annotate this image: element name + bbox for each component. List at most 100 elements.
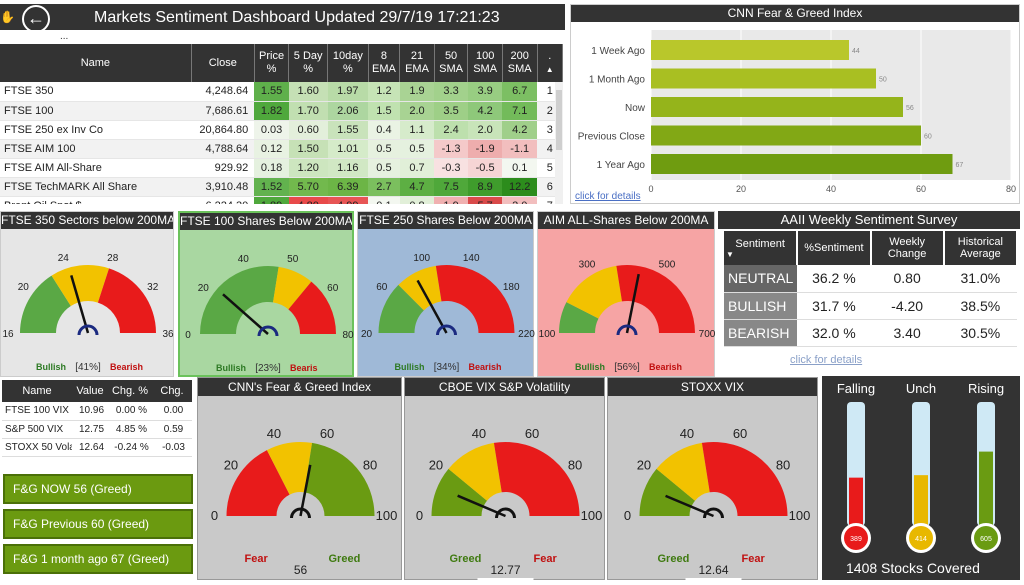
column-header-8[interactable]: 100 SMA — [467, 44, 503, 82]
row-cell: 0.7 — [399, 158, 435, 178]
vix-column-header[interactable]: Chg. — [152, 380, 192, 402]
vix-cell: 4.85 % — [108, 420, 152, 439]
row-cell: 2.0 — [502, 196, 537, 204]
table-row[interactable]: FTSE AIM 100 4,788.64 0.12 1.50 1.01 0.5 0.5 -1… — [0, 139, 563, 159]
column-header-9[interactable]: 200 SMA — [502, 44, 538, 82]
fg-button[interactable]: F&G 1 month ago 67 (Greed) — [3, 544, 193, 574]
column-header-1[interactable]: Close — [191, 44, 255, 82]
gauge-tick-label: 300 — [579, 260, 596, 271]
neutral-segment — [51, 265, 110, 306]
vix-row[interactable]: STOXX 50 Volatili...12.64-0.24 %-0.03 — [2, 438, 192, 457]
vix-column-header[interactable]: Name — [2, 380, 72, 402]
aaii-column-header[interactable]: Weekly Change — [870, 231, 945, 265]
table-scrollbar[interactable] — [555, 82, 563, 204]
table-row[interactable]: FTSE TechMARK All Share 3,910.48 1.52 5.70 6… — [0, 177, 563, 197]
neutral-segment — [448, 442, 502, 501]
column-header-6[interactable]: 21 EMA — [399, 44, 435, 82]
more-options-icon[interactable]: ... — [60, 31, 69, 42]
big-gauge-title: STOXX VIX — [608, 378, 817, 396]
thermo-fill — [849, 477, 863, 526]
x-tick-label: 60 — [916, 184, 926, 194]
column-header-4[interactable]: 10day % — [327, 44, 369, 82]
fg-button[interactable]: F&G NOW 56 (Greed) — [3, 474, 193, 504]
bull-segment — [559, 302, 599, 333]
column-header-10[interactable]: . ▲ — [537, 44, 563, 82]
vix-cell: -0.24 % — [108, 438, 152, 457]
gauge-hub — [436, 324, 457, 336]
bar[interactable] — [651, 154, 953, 174]
column-header-0[interactable]: Name — [0, 44, 192, 82]
table-row[interactable]: FTSE AIM All-Share 929.92 0.18 1.20 1.16 0.5 0… — [0, 158, 563, 178]
row-cell: 7.1 — [502, 101, 537, 121]
row-name: FTSE 250 ex Inv Co — [0, 120, 192, 140]
table-row[interactable]: FTSE 250 ex Inv Co 20,864.80 0.03 0.60 1.55 0… — [0, 120, 563, 140]
sort-down-icon[interactable]: ▼ — [726, 249, 734, 259]
aaii-cell: 36.2 % — [797, 265, 871, 293]
data-label: 67 — [956, 162, 964, 169]
column-header-3[interactable]: 5 Day % — [288, 44, 328, 82]
aaii-column-header[interactable]: Historical Average — [943, 231, 1019, 265]
neutral-segment — [656, 442, 710, 501]
row-name: FTSE AIM All-Share — [0, 158, 192, 178]
gauge-tick-label: 20 — [429, 457, 443, 472]
bar[interactable] — [651, 68, 876, 89]
row-cell: 0.1 — [368, 196, 400, 204]
vix-row[interactable]: S&P 500 VIX 12.75 4.85 % 0.59 — [2, 420, 192, 439]
row-cell: 1.52 — [254, 177, 289, 197]
gauge-tick-label: 60 — [320, 426, 334, 441]
table-row[interactable]: FTSE 350 4,248.64 1.55 1.60 1.97 1.2 1.9 3.3 3.9… — [0, 82, 563, 102]
fear-segment — [493, 442, 580, 516]
bar[interactable] — [651, 125, 921, 146]
bar[interactable] — [651, 40, 849, 60]
vix-cell: 12.75 — [72, 420, 108, 439]
gauge-tick-label: 100 — [789, 508, 811, 523]
row-close: 3,910.48 — [191, 177, 255, 197]
vix-column-header[interactable]: Value — [72, 380, 108, 402]
back-button[interactable]: ← — [22, 5, 50, 33]
vix-cell: 0.00 — [152, 402, 192, 421]
gauge-tick-label: 80 — [776, 457, 790, 472]
table-row[interactable]: Brent Oil Spot $6,224.301.894.804.990.10… — [0, 196, 563, 204]
gauge-hub — [77, 324, 99, 336]
thermo-fill — [979, 451, 993, 526]
cnn-details-link[interactable]: click for details — [575, 191, 641, 202]
vix-column-header[interactable]: Chg. % — [108, 380, 152, 402]
gauge-tick-label: 32 — [147, 282, 159, 293]
row-close: 929.92 — [191, 158, 255, 178]
row-cell: 1.2 — [368, 82, 400, 102]
greed-segment — [639, 468, 696, 516]
column-header-7[interactable]: 50 SMA — [434, 44, 469, 82]
row-cell: 7.5 — [434, 177, 468, 197]
row-cell: 1.60 — [288, 82, 328, 102]
aaii-column-header[interactable]: %Sentiment — [797, 231, 872, 265]
bar[interactable] — [651, 97, 903, 117]
row-cell: 1.97 — [327, 82, 369, 102]
fg-button[interactable]: F&G Previous 60 (Greed) — [3, 509, 193, 539]
column-header-5[interactable]: 8 EMA — [368, 44, 401, 82]
gauge-tick-label: 0 — [416, 508, 423, 523]
vix-row[interactable]: FTSE 100 VIX 10.96 0.00 % 0.00 — [2, 402, 192, 421]
row-name: FTSE AIM 100 — [0, 139, 192, 159]
bullish-label: Bullish — [395, 362, 425, 372]
vix-cell: FTSE 100 VIX — [2, 402, 72, 421]
row-name: FTSE TechMARK All Share — [0, 177, 192, 197]
aaii-row[interactable]: BULLISH 31.7 % -4.20 38.5% — [724, 292, 1017, 320]
gauge-percent: [41%] — [75, 362, 101, 373]
row-cell: 0.1 — [502, 158, 537, 178]
aaii-row[interactable]: BEARISH 32.0 % 3.40 30.5% — [724, 319, 1017, 347]
sort-up-icon[interactable]: ▲ — [545, 65, 554, 74]
table-row[interactable]: FTSE 100 7,686.61 1.82 1.70 2.06 1.5 2.0 3.5 4.2… — [0, 101, 563, 121]
column-header-2[interactable]: Price % — [254, 44, 290, 82]
gauge-value: 12.64 — [698, 563, 728, 577]
aaii-column-header[interactable]: Sentiment ▼ — [724, 231, 799, 265]
header-bar — [0, 4, 565, 30]
row-cell: 0.03 — [254, 120, 289, 140]
aaii-cell: 31.7 % — [797, 292, 871, 320]
bearish-label: Bearish — [110, 362, 143, 372]
gauge-tick-label: 20 — [637, 457, 651, 472]
bear-segment — [97, 268, 156, 333]
neutral-segment — [398, 265, 442, 311]
row-cell: 1.5 — [368, 101, 400, 121]
aaii-details-link[interactable]: click for details — [790, 354, 863, 366]
aaii-row[interactable]: NEUTRAL 36.2 % 0.80 31.0% — [724, 265, 1017, 293]
